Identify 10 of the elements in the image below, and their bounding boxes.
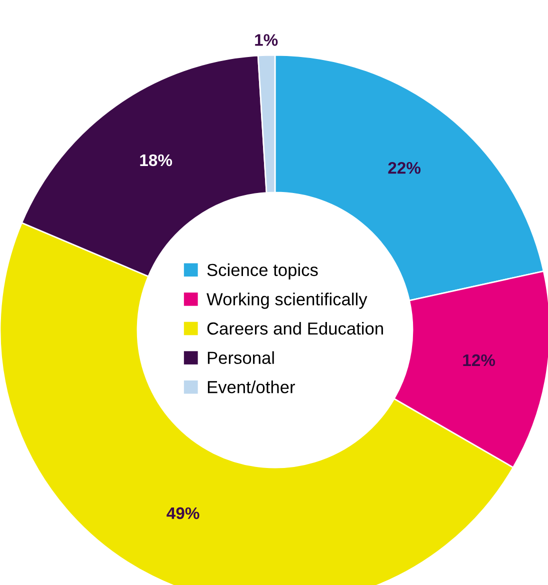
legend-label: Science topics [207,263,318,280]
legend-label: Working scientifically [206,292,368,309]
legend-label: Personal [208,351,274,364]
data-label: 1% [255,34,278,46]
data-label: 49% [166,507,200,520]
data-label: 12% [463,354,496,366]
legend-label: Careers and Education [207,322,383,335]
legend-label: Event/other [208,380,296,394]
data-label: 18% [140,154,172,166]
data-label: 22% [388,162,421,174]
